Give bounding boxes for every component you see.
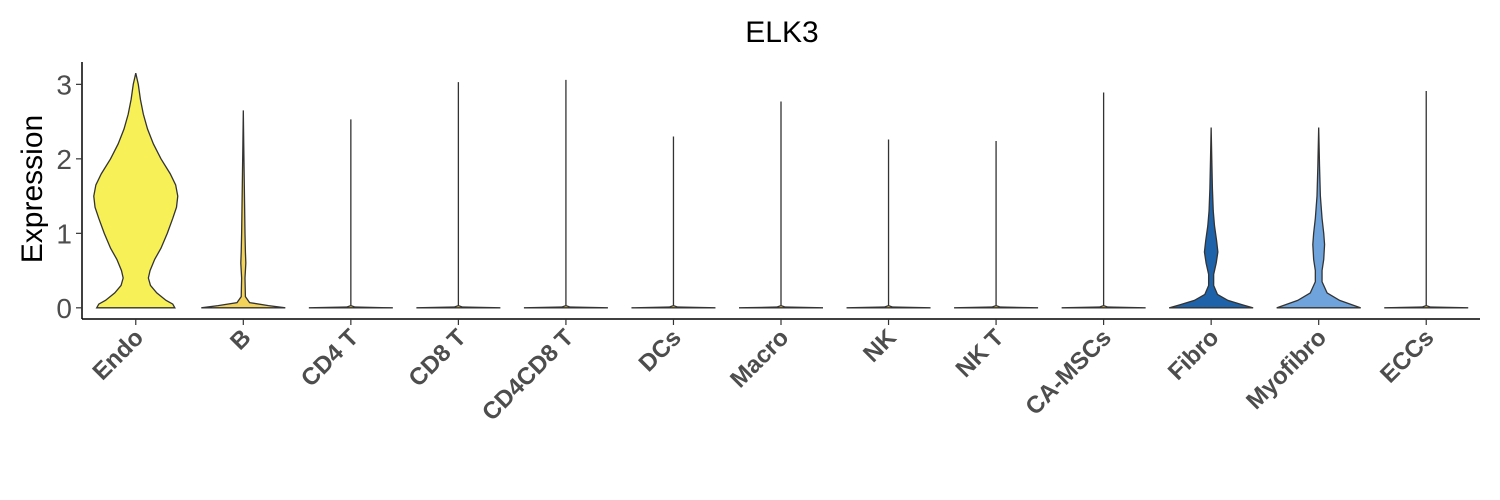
x-tick-label: B [225,324,256,355]
violin-b [201,110,286,309]
x-tick-label: Endo [87,324,149,386]
y-tick-label: 0 [56,293,72,324]
violin-fibro [1168,127,1254,309]
chart-title: ELK3 [745,16,818,49]
violin-ca-mscs [1061,92,1146,309]
violin-eccs [1384,91,1469,309]
x-tick-label: Macro [725,324,794,393]
x-tick-label: DCs [634,324,687,377]
violin-dcs [631,136,716,309]
x-ticks: Endo B CD4 T CD8 T CD4CD8 T DCs Macro NK NK T CA-… [87,319,1439,426]
y-tick-label: 3 [56,69,72,100]
violin-macro [738,101,824,309]
x-tick-label: CD4 T [296,324,364,392]
x-tick-label: CA-MSCs [1020,324,1116,420]
x-tick-label: ECCs [1375,324,1439,388]
violin-nk-t [954,140,1039,309]
y-tick-label: 2 [56,144,72,175]
y-ticks: 0 1 2 3 [56,69,82,324]
x-tick-label: Fibro [1163,324,1225,386]
violin-nk [846,139,931,309]
y-tick-label: 1 [56,218,72,249]
x-tick-label: CD8 T [404,324,472,392]
violin-endo [93,73,179,309]
x-tick-label: NK T [951,324,1010,383]
x-tick-label: NK [858,324,902,368]
violin-cd8-t [416,82,501,309]
x-tick-label: Myofibro [1241,324,1332,415]
x-tick-label: CD4CD8 T [477,324,579,426]
violin-myofibro [1276,127,1361,309]
violin-cd4cd8-t [523,79,608,309]
y-axis-label: Expression [16,115,49,263]
violin-cd4-t [308,119,393,309]
violin-layer [93,73,1469,309]
